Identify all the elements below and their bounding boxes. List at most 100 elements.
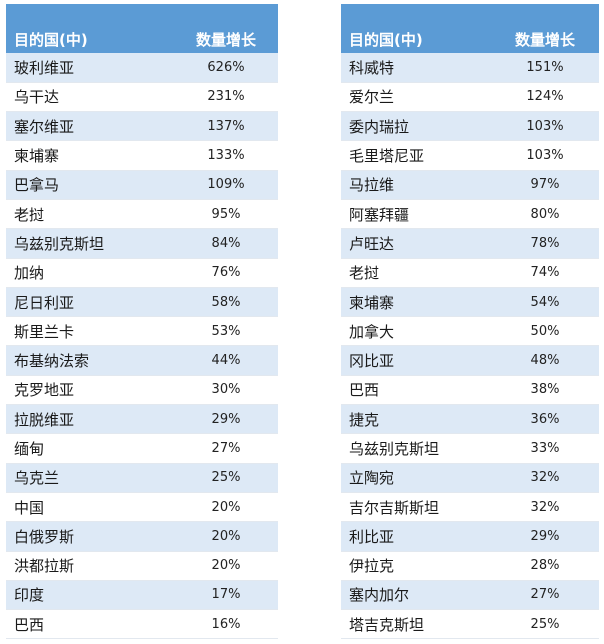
country-cell: 毛里塔尼亚 (341, 140, 491, 171)
country-cell: 爱尔兰 (341, 82, 491, 113)
table-row: 老挝 95% (6, 199, 278, 230)
growth-cell: 84% (174, 228, 278, 259)
table-row: 缅甸 27% (6, 433, 278, 464)
growth-cell: 74% (491, 258, 599, 288)
table-row: 捷克 36% (341, 404, 599, 435)
country-cell: 吉尔吉斯斯坦 (341, 492, 491, 523)
growth-cell: 53% (174, 316, 278, 347)
growth-cell: 109% (174, 170, 278, 200)
table-row: 柬埔寨 133% (6, 140, 278, 171)
growth-cell: 20% (174, 521, 278, 552)
table-row: 阿塞拜疆 80% (341, 199, 599, 230)
table-header-row: 目的国(中) 数量增长 (6, 4, 278, 53)
country-cell: 白俄罗斯 (6, 521, 174, 552)
table-row: 乌兹别克斯坦 84% (6, 228, 278, 259)
country-cell: 布基纳法索 (6, 345, 174, 376)
growth-cell: 124% (491, 82, 599, 113)
growth-cell: 20% (174, 492, 278, 523)
table-row: 冈比亚 48% (341, 345, 599, 376)
country-cell: 乌克兰 (6, 463, 174, 493)
country-cell: 柬埔寨 (6, 140, 174, 171)
growth-cell: 44% (174, 345, 278, 376)
growth-cell: 16% (174, 609, 278, 640)
left-growth-table: 目的国(中) 数量增长 玻利维亚 626% 乌干达 231% 塞尔维亚 137% 柬埔寨 13… (6, 4, 278, 640)
growth-cell: 32% (491, 492, 599, 523)
growth-cell: 95% (174, 199, 278, 230)
country-cell: 老挝 (341, 258, 491, 288)
country-cell: 伊拉克 (341, 551, 491, 581)
table-row: 乌兹别克斯坦 33% (341, 433, 599, 464)
country-cell: 塔吉克斯坦 (341, 609, 491, 640)
growth-cell: 27% (174, 433, 278, 464)
growth-cell: 78% (491, 228, 599, 259)
growth-cell: 25% (174, 463, 278, 493)
table-row: 加拿大 50% (341, 316, 599, 347)
table-row: 尼日利亚 58% (6, 287, 278, 318)
table-row: 马拉维 97% (341, 170, 599, 200)
growth-cell: 103% (491, 111, 599, 142)
country-column-header: 目的国(中) (341, 4, 491, 53)
growth-cell: 48% (491, 345, 599, 376)
growth-cell: 80% (491, 199, 599, 230)
growth-column-header: 数量增长 (174, 4, 278, 53)
table-row: 拉脱维亚 29% (6, 404, 278, 435)
growth-cell: 97% (491, 170, 599, 200)
growth-cell: 50% (491, 316, 599, 347)
table-row: 玻利维亚 626% (6, 53, 278, 83)
table-row: 白俄罗斯 20% (6, 521, 278, 552)
table-row: 柬埔寨 54% (341, 287, 599, 318)
table-row: 爱尔兰 124% (341, 82, 599, 113)
country-column-header: 目的国(中) (6, 4, 174, 53)
country-cell: 立陶宛 (341, 463, 491, 493)
growth-cell: 28% (491, 551, 599, 581)
table-row: 伊拉克 28% (341, 551, 599, 581)
country-cell: 乌兹别克斯坦 (6, 228, 174, 259)
country-cell: 印度 (6, 580, 174, 611)
table-row: 巴拿马 109% (6, 170, 278, 200)
growth-cell: 20% (174, 551, 278, 581)
table-row: 中国 20% (6, 492, 278, 523)
table-header-row: 目的国(中) 数量增长 (341, 4, 599, 53)
country-cell: 巴西 (341, 375, 491, 406)
country-cell: 缅甸 (6, 433, 174, 464)
growth-cell: 151% (491, 53, 599, 83)
growth-cell: 54% (491, 287, 599, 318)
country-cell: 巴拿马 (6, 170, 174, 200)
table-row: 塞尔维亚 137% (6, 111, 278, 142)
growth-cell: 38% (491, 375, 599, 406)
growth-cell: 17% (174, 580, 278, 611)
table-row: 利比亚 29% (341, 521, 599, 552)
table-row: 斯里兰卡 53% (6, 316, 278, 347)
table-row: 塔吉克斯坦 25% (341, 609, 599, 640)
country-cell: 巴西 (6, 609, 174, 640)
country-cell: 利比亚 (341, 521, 491, 552)
table-row: 加纳 76% (6, 258, 278, 288)
growth-cell: 58% (174, 287, 278, 318)
growth-cell: 33% (491, 433, 599, 464)
table-row: 巴西 16% (6, 609, 278, 640)
table-row: 克罗地亚 30% (6, 375, 278, 406)
growth-cell: 29% (174, 404, 278, 435)
growth-cell: 29% (491, 521, 599, 552)
table-row: 布基纳法索 44% (6, 345, 278, 376)
country-cell: 老挝 (6, 199, 174, 230)
growth-cell: 137% (174, 111, 278, 142)
table-row: 卢旺达 78% (341, 228, 599, 259)
table-row: 乌干达 231% (6, 82, 278, 113)
table-row: 洪都拉斯 20% (6, 551, 278, 581)
table-row: 毛里塔尼亚 103% (341, 140, 599, 171)
country-cell: 洪都拉斯 (6, 551, 174, 581)
growth-cell: 25% (491, 609, 599, 640)
country-cell: 捷克 (341, 404, 491, 435)
growth-cell: 36% (491, 404, 599, 435)
growth-cell: 626% (174, 53, 278, 83)
country-cell: 拉脱维亚 (6, 404, 174, 435)
country-cell: 斯里兰卡 (6, 316, 174, 347)
table-row: 吉尔吉斯斯坦 32% (341, 492, 599, 523)
country-cell: 委内瑞拉 (341, 111, 491, 142)
country-cell: 卢旺达 (341, 228, 491, 259)
table-row: 委内瑞拉 103% (341, 111, 599, 142)
right-growth-table: 目的国(中) 数量增长 科威特 151% 爱尔兰 124% 委内瑞拉 103% 毛里塔尼亚 1… (341, 4, 599, 640)
country-cell: 乌兹别克斯坦 (341, 433, 491, 464)
growth-cell: 76% (174, 258, 278, 288)
